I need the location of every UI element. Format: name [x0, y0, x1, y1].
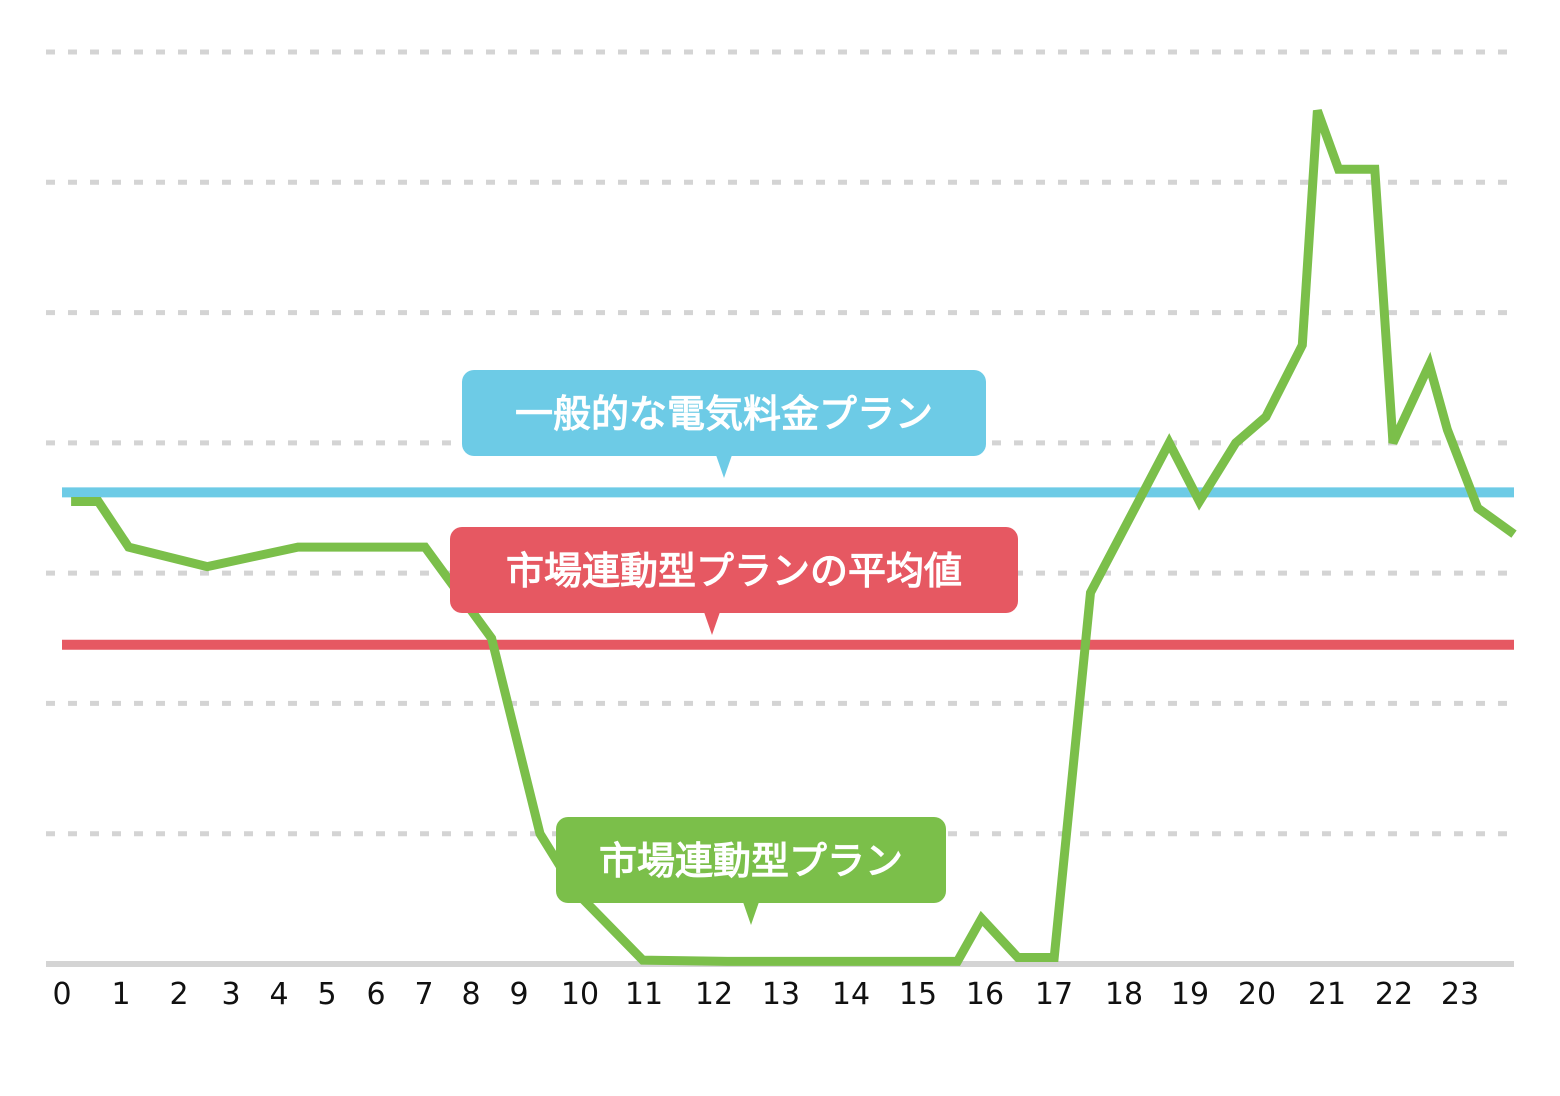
x-tick-label: 1: [111, 977, 130, 1012]
reference-lines: [62, 487, 1514, 650]
x-tick-label: 12: [695, 977, 733, 1012]
callout-box: [556, 817, 946, 903]
x-tick-label: 9: [509, 977, 528, 1012]
x-tick-labels: 0 1 2 3 4 5 6 7 8 9 10 11 12 13 14 15 16 17 18 19 20 21 22 23: [52, 977, 1479, 1012]
series-callout: 市場連動型プランの平均値: [450, 527, 1018, 635]
series-name-label: 一般的な電気料金プラン: [515, 392, 933, 436]
x-tick-label: 17: [1035, 977, 1073, 1012]
x-tick-label: 10: [561, 977, 599, 1012]
x-tick-label: 23: [1441, 977, 1479, 1012]
callout-box: [450, 527, 1018, 613]
x-tick-label: 18: [1105, 977, 1143, 1012]
x-tick-label: 0: [52, 977, 71, 1012]
x-tick-label: 14: [832, 977, 870, 1012]
series-name-label: 市場連動型プラン: [599, 839, 903, 883]
x-tick-label: 13: [762, 977, 800, 1012]
x-tick-label: 16: [966, 977, 1004, 1012]
x-tick-label: 11: [625, 977, 663, 1012]
series-lines: [71, 109, 1517, 966]
x-tick-label: 19: [1171, 977, 1209, 1012]
x-tick-label: 7: [414, 977, 433, 1012]
series-callout: 市場連動型プラン: [556, 817, 946, 925]
x-tick-label: 8: [461, 977, 480, 1012]
x-tick-label: 22: [1375, 977, 1413, 1012]
series-name-label: 市場連動型プランの平均値: [506, 549, 962, 593]
series-line: [71, 109, 1517, 966]
x-tick-label: 15: [899, 977, 937, 1012]
callout-pointer: [716, 455, 732, 478]
x-tick-label: 4: [269, 977, 288, 1012]
x-tick-label: 20: [1238, 977, 1276, 1012]
x-tick-label: 3: [221, 977, 240, 1012]
x-tick-label: 6: [366, 977, 385, 1012]
callout-box: [462, 370, 986, 456]
callout-pointer: [704, 612, 720, 635]
series-callout: 一般的な電気料金プラン: [462, 370, 986, 478]
x-tick-label: 2: [169, 977, 188, 1012]
x-tick-label: 5: [317, 977, 336, 1012]
callout-pointer: [743, 902, 759, 925]
x-tick-label: 21: [1308, 977, 1346, 1012]
